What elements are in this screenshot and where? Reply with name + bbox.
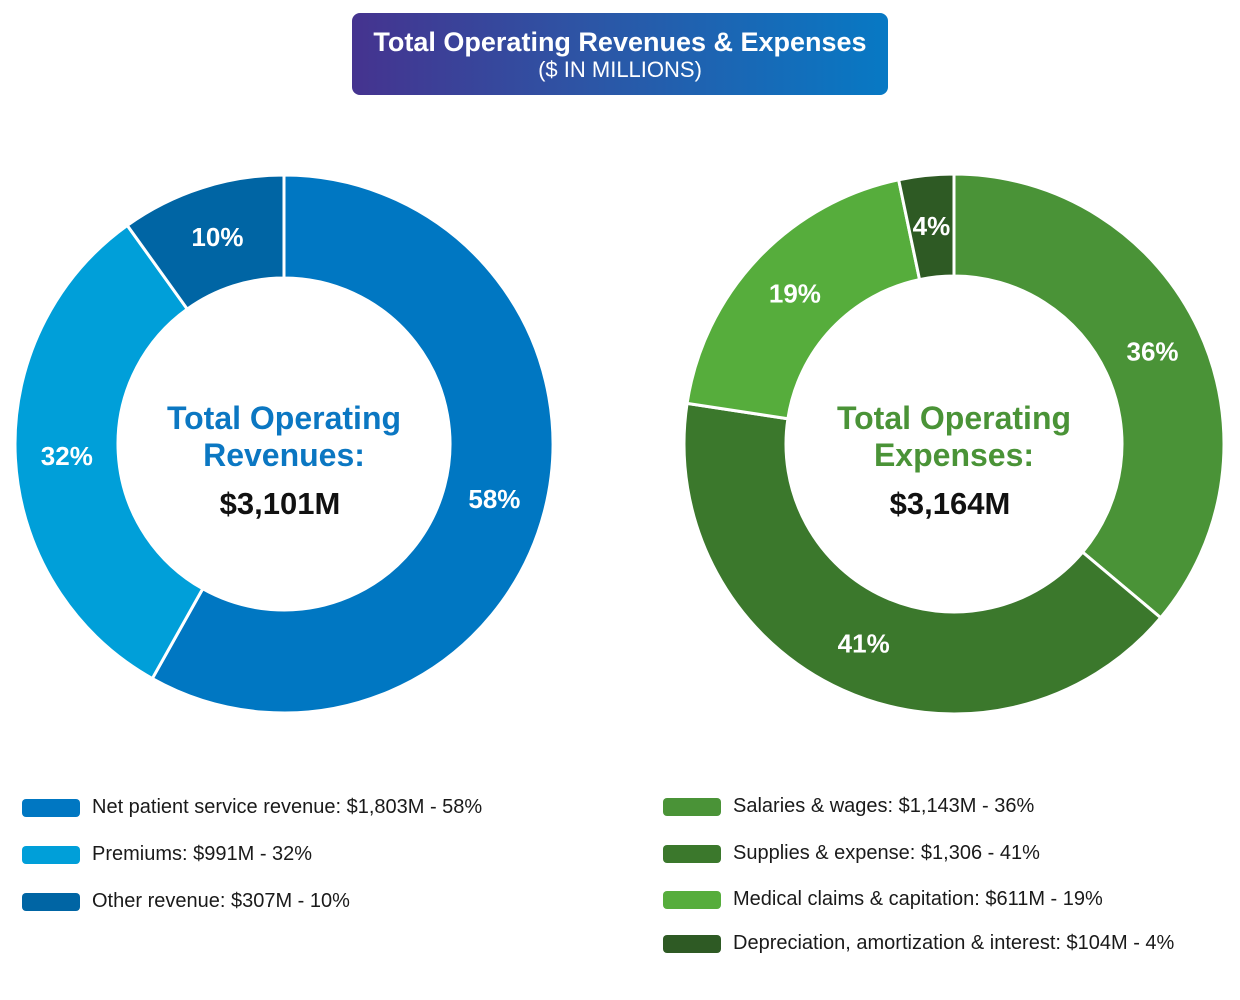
legend-label: Supplies & expense: $1,306 - 41%	[733, 842, 1040, 864]
expenses-slice-3	[896, 172, 956, 282]
expenses-data-label: 41%	[838, 629, 890, 659]
expenses-slice-2	[685, 177, 922, 421]
expenses-data-label: 4%	[913, 211, 951, 241]
revenues-data-label: 10%	[191, 222, 243, 252]
revenues-center-label: Revenues:	[203, 437, 365, 473]
revenues-center-label: Total Operating	[167, 400, 401, 436]
legend-label: Premiums: $991M - 32%	[92, 843, 313, 865]
chart-title: Total Operating Revenues & Expenses	[373, 27, 867, 57]
legend-label: Medical claims & capitation: $611M - 19%	[733, 888, 1103, 910]
legend-swatch	[22, 799, 80, 817]
legend-label: Net patient service revenue: $1,803M - 5…	[92, 796, 483, 818]
legend-swatch	[663, 845, 721, 863]
expenses-data-label: 19%	[769, 279, 821, 309]
revenues-data-label: 32%	[41, 441, 93, 471]
revenues-data-label: 58%	[468, 484, 520, 514]
expenses-center-label: Total Operating	[837, 400, 1071, 436]
revenues-slice-0	[150, 173, 555, 715]
revenues-center-value: $3,101M	[220, 486, 341, 521]
legend-swatch	[663, 798, 721, 816]
expenses-center-value: $3,164M	[890, 486, 1011, 521]
legend-swatch	[663, 935, 721, 953]
chart-subtitle: ($ IN MILLIONS)	[538, 57, 702, 82]
legend-swatch	[22, 893, 80, 911]
revenues-slice-2	[125, 173, 286, 312]
revenues-slice-1	[13, 223, 205, 681]
expenses-center-label: Expenses:	[874, 437, 1034, 473]
chart-title-banner: Total Operating Revenues & Expenses ($ I…	[352, 13, 888, 95]
legend-label: Salaries & wages: $1,143M - 36%	[733, 795, 1035, 817]
expenses-slice-1	[682, 401, 1163, 716]
expenses-data-label: 36%	[1126, 337, 1178, 367]
expenses-slice-0	[952, 172, 1226, 620]
legend-label: Depreciation, amortization & interest: $…	[733, 932, 1175, 954]
legend-swatch	[22, 846, 80, 864]
legend-label: Other revenue: $307M - 10%	[92, 890, 350, 912]
legend-swatch	[663, 891, 721, 909]
